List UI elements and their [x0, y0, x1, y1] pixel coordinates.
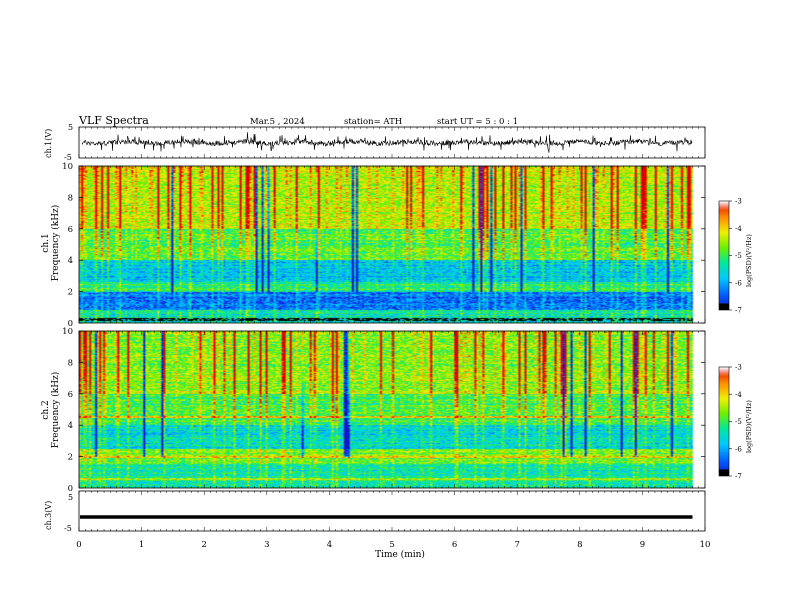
- ch3-waveform-ylabel: ch.3(V): [44, 501, 53, 530]
- ch2-colorbar-gradient: [719, 367, 729, 476]
- ch1-spectrogram-ylabel-frequency: Frequency (kHz): [50, 205, 61, 282]
- ch2-colorbar-label: log(PSD)(V²/Hz): [745, 400, 753, 453]
- x-tick-label: 7: [514, 540, 519, 550]
- x-tick-label: 3: [264, 540, 269, 550]
- start-time-label: start UT = 5 : 0 : 1: [437, 117, 518, 127]
- ch1-spectrogram-ytick-label: 8: [68, 193, 73, 203]
- ch1-colorbar-label: log(PSD)(V²/Hz): [745, 234, 753, 287]
- ch1-spectrogram-yticks: 10 8 6 4 2 0: [62, 162, 705, 329]
- ch2-spectrogram-ytick-label: 8: [68, 358, 73, 368]
- ch1-colorbar: -3 -4 -5 -6 -7 log(PSD)(V²/Hz): [718, 198, 753, 315]
- ch1-colorbar-ticks: -3 -4 -5 -6 -7: [729, 198, 742, 315]
- x-axis-label: Time (min): [375, 549, 425, 560]
- ch1-colorbar-tick-label: -7: [735, 307, 742, 315]
- ch1-spectrogram-ytick-label: 2: [68, 288, 73, 298]
- x-tick-label: 2: [201, 540, 206, 550]
- ch3-waveform-panel: 5 -5 ch.3(V): [44, 490, 706, 533]
- ch1-colorbar-tick-label: -5: [735, 252, 742, 260]
- ch2-colorbar-tick-label: -4: [735, 391, 742, 399]
- ch2-spectrogram-ytick-label: 0: [68, 484, 73, 494]
- ch1-spectrogram-ytick-label: 10: [62, 162, 73, 172]
- ch1-spectrogram-ytick-label: 4: [68, 256, 73, 266]
- ch2-spectrogram-ylabel-frequency: Frequency (kHz): [50, 372, 61, 449]
- time-x-axis: 0 1 2 3 4 5 6 7 8 9 10: [76, 127, 710, 550]
- ch2-colorbar-ticks: -3 -4 -5 -6 -7: [729, 364, 742, 481]
- ch2-spectrogram-ytick-label: 10: [62, 327, 73, 337]
- ch2-colorbar-tick-label: -3: [735, 364, 742, 372]
- ch1-spectrogram-image: [79, 166, 705, 323]
- ch1-colorbar-gradient: [719, 201, 729, 310]
- x-tick-label: 5: [389, 540, 394, 550]
- ch2-spectrogram-ytick-label: 4: [68, 421, 73, 431]
- ch1-waveform-ylabel: ch.1(V): [44, 129, 53, 158]
- ch1-waveform-panel: 5 -5 ch.1(V): [44, 123, 706, 162]
- ch2-colorbar-tick-label: -7: [735, 473, 742, 481]
- ch2-spectrogram-ylabel-channel: ch.2: [41, 400, 51, 419]
- ch1-spectrogram-panel: 10 8 6 4 2 0 ch.1 Frequency (kHz): [41, 162, 706, 329]
- station-label: station= ATH: [344, 117, 402, 127]
- ch2-spectrogram-yticks: 10 8 6 4 2 0: [62, 327, 705, 494]
- ch3-ytick-top: 5: [68, 493, 73, 502]
- figure-title: VLF Spectra: [78, 114, 149, 127]
- date-label: Mar.5 , 2024: [250, 117, 305, 127]
- ch2-spectrogram-ytick-label: 6: [68, 390, 73, 400]
- ch2-spectrogram-ytick-label: 2: [68, 453, 73, 463]
- ch2-colorbar-tick-label: -6: [735, 445, 742, 453]
- ch1-ytick-top: 5: [68, 123, 73, 132]
- ch1-ytick-bottom: -5: [64, 153, 72, 162]
- ch2-colorbar-tick-label: -5: [735, 418, 742, 426]
- ch2-spectrogram-image: [79, 331, 705, 488]
- x-tick-label: 9: [640, 540, 645, 550]
- x-tick-label: 0: [76, 540, 81, 550]
- ch1-spectrogram-ytick-label: 0: [68, 319, 73, 329]
- ch2-colorbar: -3 -4 -5 -6 -7 log(PSD)(V²/Hz): [718, 364, 753, 481]
- x-tick-label: 4: [327, 540, 332, 550]
- ch1-waveform-trace: [81, 132, 693, 153]
- ch3-waveform-frame: [78, 490, 706, 532]
- x-tick-label: 1: [139, 540, 144, 550]
- ch1-colorbar-tick-label: -6: [735, 279, 742, 287]
- ch1-colorbar-tick-label: -4: [735, 225, 742, 233]
- x-tick-label: 8: [577, 540, 582, 550]
- ch3-ytick-bottom: -5: [64, 524, 72, 533]
- x-tick-label: 6: [452, 540, 457, 550]
- ch1-spectrogram-ylabel-channel: ch.1: [41, 233, 51, 252]
- x-tick-label: 10: [700, 540, 711, 550]
- ch1-colorbar-tick-label: -3: [735, 198, 742, 206]
- ch2-spectrogram-panel: 10 8 6 4 2 0 ch.2 Frequency (kHz): [41, 327, 706, 494]
- ch1-spectrogram-ytick-label: 6: [68, 225, 73, 235]
